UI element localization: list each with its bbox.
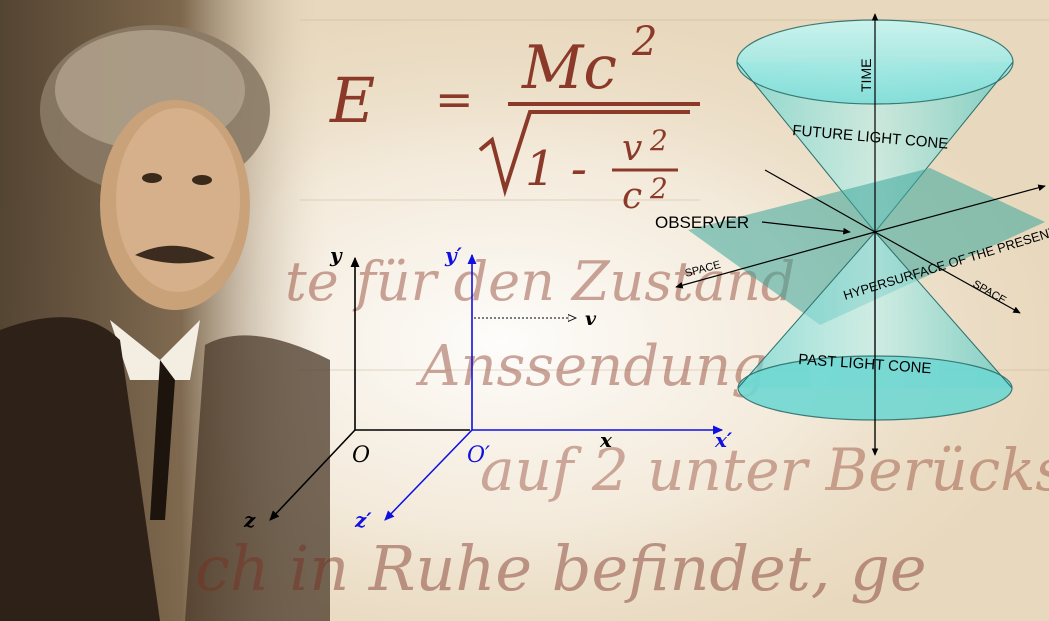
handwriting-line-4: ch in Ruhe befindet, ge — [195, 532, 927, 605]
origin-prime-label: O′ — [467, 443, 490, 468]
handwriting-line-2: Anssendung — [415, 334, 767, 399]
light-cone-diagram: TIME FUTURE LIGHT CONE OBSERVER HYPERSUR… — [655, 13, 1049, 456]
handwriting-line-1: te für den Zustand — [285, 250, 795, 313]
equation-den-v-exp: 2 — [649, 124, 668, 157]
x-prime-label: x′ — [714, 428, 733, 452]
space-axis-left — [675, 231, 876, 289]
equation-equals: = — [435, 72, 474, 126]
velocity-label: v — [585, 308, 597, 330]
z-prime-label: z′ — [354, 508, 372, 532]
handwriting-block: te für den Zustand Anssendung auf 2 unte… — [195, 250, 1049, 605]
equation-den-c-exp: 2 — [649, 172, 668, 205]
equation-numerator-exponent: 2 — [631, 19, 657, 65]
time-label: TIME — [858, 59, 874, 92]
origin-label: O — [352, 443, 370, 468]
x-label: x — [599, 428, 613, 452]
sqrt-sign — [478, 110, 690, 198]
equation-lhs: E — [329, 64, 375, 137]
equation-numerator: Mc — [521, 33, 617, 103]
reference-frames: y y′ x x′ z z′ O O′ v — [243, 243, 733, 532]
equation-den-c: c — [622, 176, 642, 217]
observer-label: OBSERVER — [655, 213, 749, 232]
y-label: y — [329, 243, 343, 267]
equation-den-v: v — [622, 128, 642, 169]
equation-den-one: 1 - — [525, 141, 587, 197]
z-label: z — [243, 508, 256, 532]
y-prime-label: y′ — [444, 243, 463, 267]
equation: E = Mc 2 1 - v 2 c 2 — [329, 19, 700, 217]
handwriting-line-3: auf 2 unter Berücks — [480, 436, 1049, 504]
observer-pointer — [761, 221, 851, 235]
space-axis-right — [874, 231, 1021, 314]
portrait — [0, 0, 330, 621]
z-axis — [269, 429, 356, 521]
z-prime-axis — [384, 429, 473, 521]
